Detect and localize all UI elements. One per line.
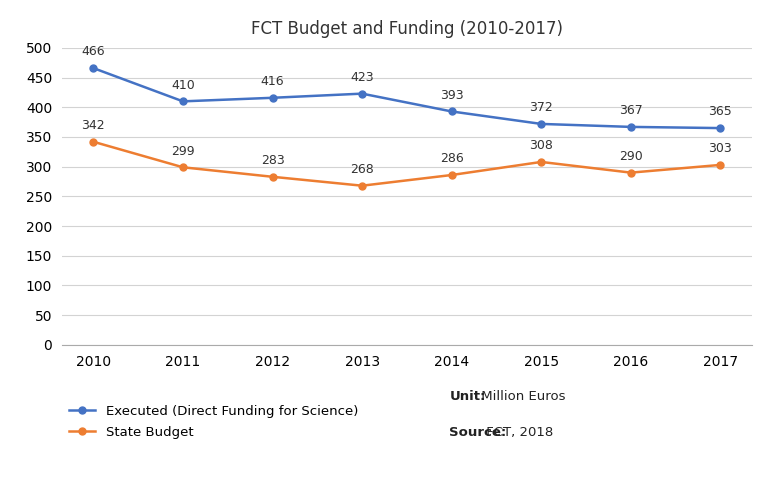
Text: 416: 416	[260, 75, 284, 88]
Legend: Executed (Direct Funding for Science), State Budget: Executed (Direct Funding for Science), S…	[69, 405, 358, 439]
Text: Unit:: Unit:	[449, 390, 486, 403]
Text: 286: 286	[439, 152, 463, 165]
Text: 283: 283	[260, 154, 284, 167]
Title: FCT Budget and Funding (2010-2017): FCT Budget and Funding (2010-2017)	[251, 20, 563, 38]
Text: 410: 410	[171, 79, 195, 91]
Text: FCT, 2018: FCT, 2018	[482, 426, 553, 439]
Text: Source:: Source:	[449, 426, 507, 439]
Text: 308: 308	[529, 139, 553, 152]
Text: 290: 290	[619, 150, 642, 163]
Text: 299: 299	[171, 145, 195, 158]
Text: 367: 367	[619, 104, 642, 117]
Text: 423: 423	[350, 71, 374, 84]
Text: 393: 393	[440, 89, 463, 102]
Text: 303: 303	[708, 142, 732, 155]
Text: 466: 466	[81, 46, 105, 58]
Text: Million Euros: Million Euros	[477, 390, 565, 403]
Text: 372: 372	[529, 101, 553, 114]
Text: 342: 342	[81, 119, 105, 132]
Text: 365: 365	[708, 105, 732, 118]
Text: 268: 268	[350, 163, 374, 176]
